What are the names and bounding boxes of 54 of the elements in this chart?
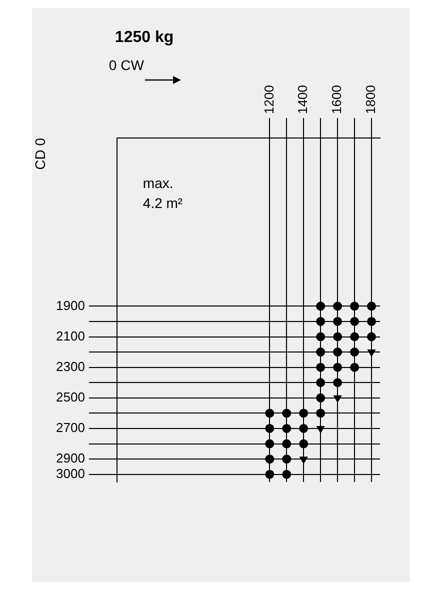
point: [282, 408, 292, 418]
point: [367, 302, 376, 311]
x-tick-label: 1400: [295, 85, 310, 114]
point: [316, 393, 326, 402]
point: [350, 332, 360, 342]
y-tick-label: 2300: [56, 358, 85, 374]
point: [316, 426, 325, 433]
x-tick-label: 1800: [363, 85, 378, 114]
point: [333, 362, 342, 372]
point: [282, 454, 292, 464]
y-axis-title: CD 0: [32, 138, 48, 170]
point: [350, 316, 360, 326]
point: [316, 378, 326, 388]
point: [368, 350, 376, 357]
point: [316, 332, 326, 342]
point: [282, 424, 292, 433]
x-tick-label: 1200: [261, 85, 276, 114]
y-tick-label: 1900: [56, 298, 85, 313]
y-tick-label: 3000: [56, 466, 85, 481]
chart-title: 1250 kg: [114, 29, 174, 46]
y-tick-label: 2700: [56, 420, 85, 436]
point: [333, 316, 342, 326]
point: [333, 378, 342, 388]
point: [316, 362, 326, 372]
x-tick-label: 1600: [329, 85, 344, 114]
point: [265, 424, 274, 433]
point: [316, 408, 326, 418]
point: [299, 424, 308, 433]
point: [333, 332, 342, 342]
point: [282, 470, 292, 479]
point: [334, 395, 342, 402]
point: [265, 454, 274, 464]
point: [333, 302, 342, 311]
point: [316, 316, 326, 326]
point: [350, 348, 360, 357]
point: [299, 408, 308, 418]
point: [367, 332, 376, 342]
y-tick-label: 2900: [56, 450, 85, 466]
point: [316, 302, 326, 311]
y-tick-label: 2100: [56, 328, 85, 344]
x-axis-title: 0 CW: [108, 57, 145, 73]
point: [316, 348, 326, 357]
point: [265, 470, 274, 479]
point: [300, 456, 308, 464]
point: [350, 362, 360, 372]
point: [282, 439, 292, 448]
point: [265, 408, 274, 418]
point: [265, 439, 274, 448]
y-tick-label: 2500: [56, 389, 85, 404]
annotation: max. 4.2 m²: [142, 175, 183, 211]
point: [350, 302, 360, 311]
point: [299, 439, 308, 448]
point: [367, 316, 376, 326]
point: [333, 348, 342, 357]
